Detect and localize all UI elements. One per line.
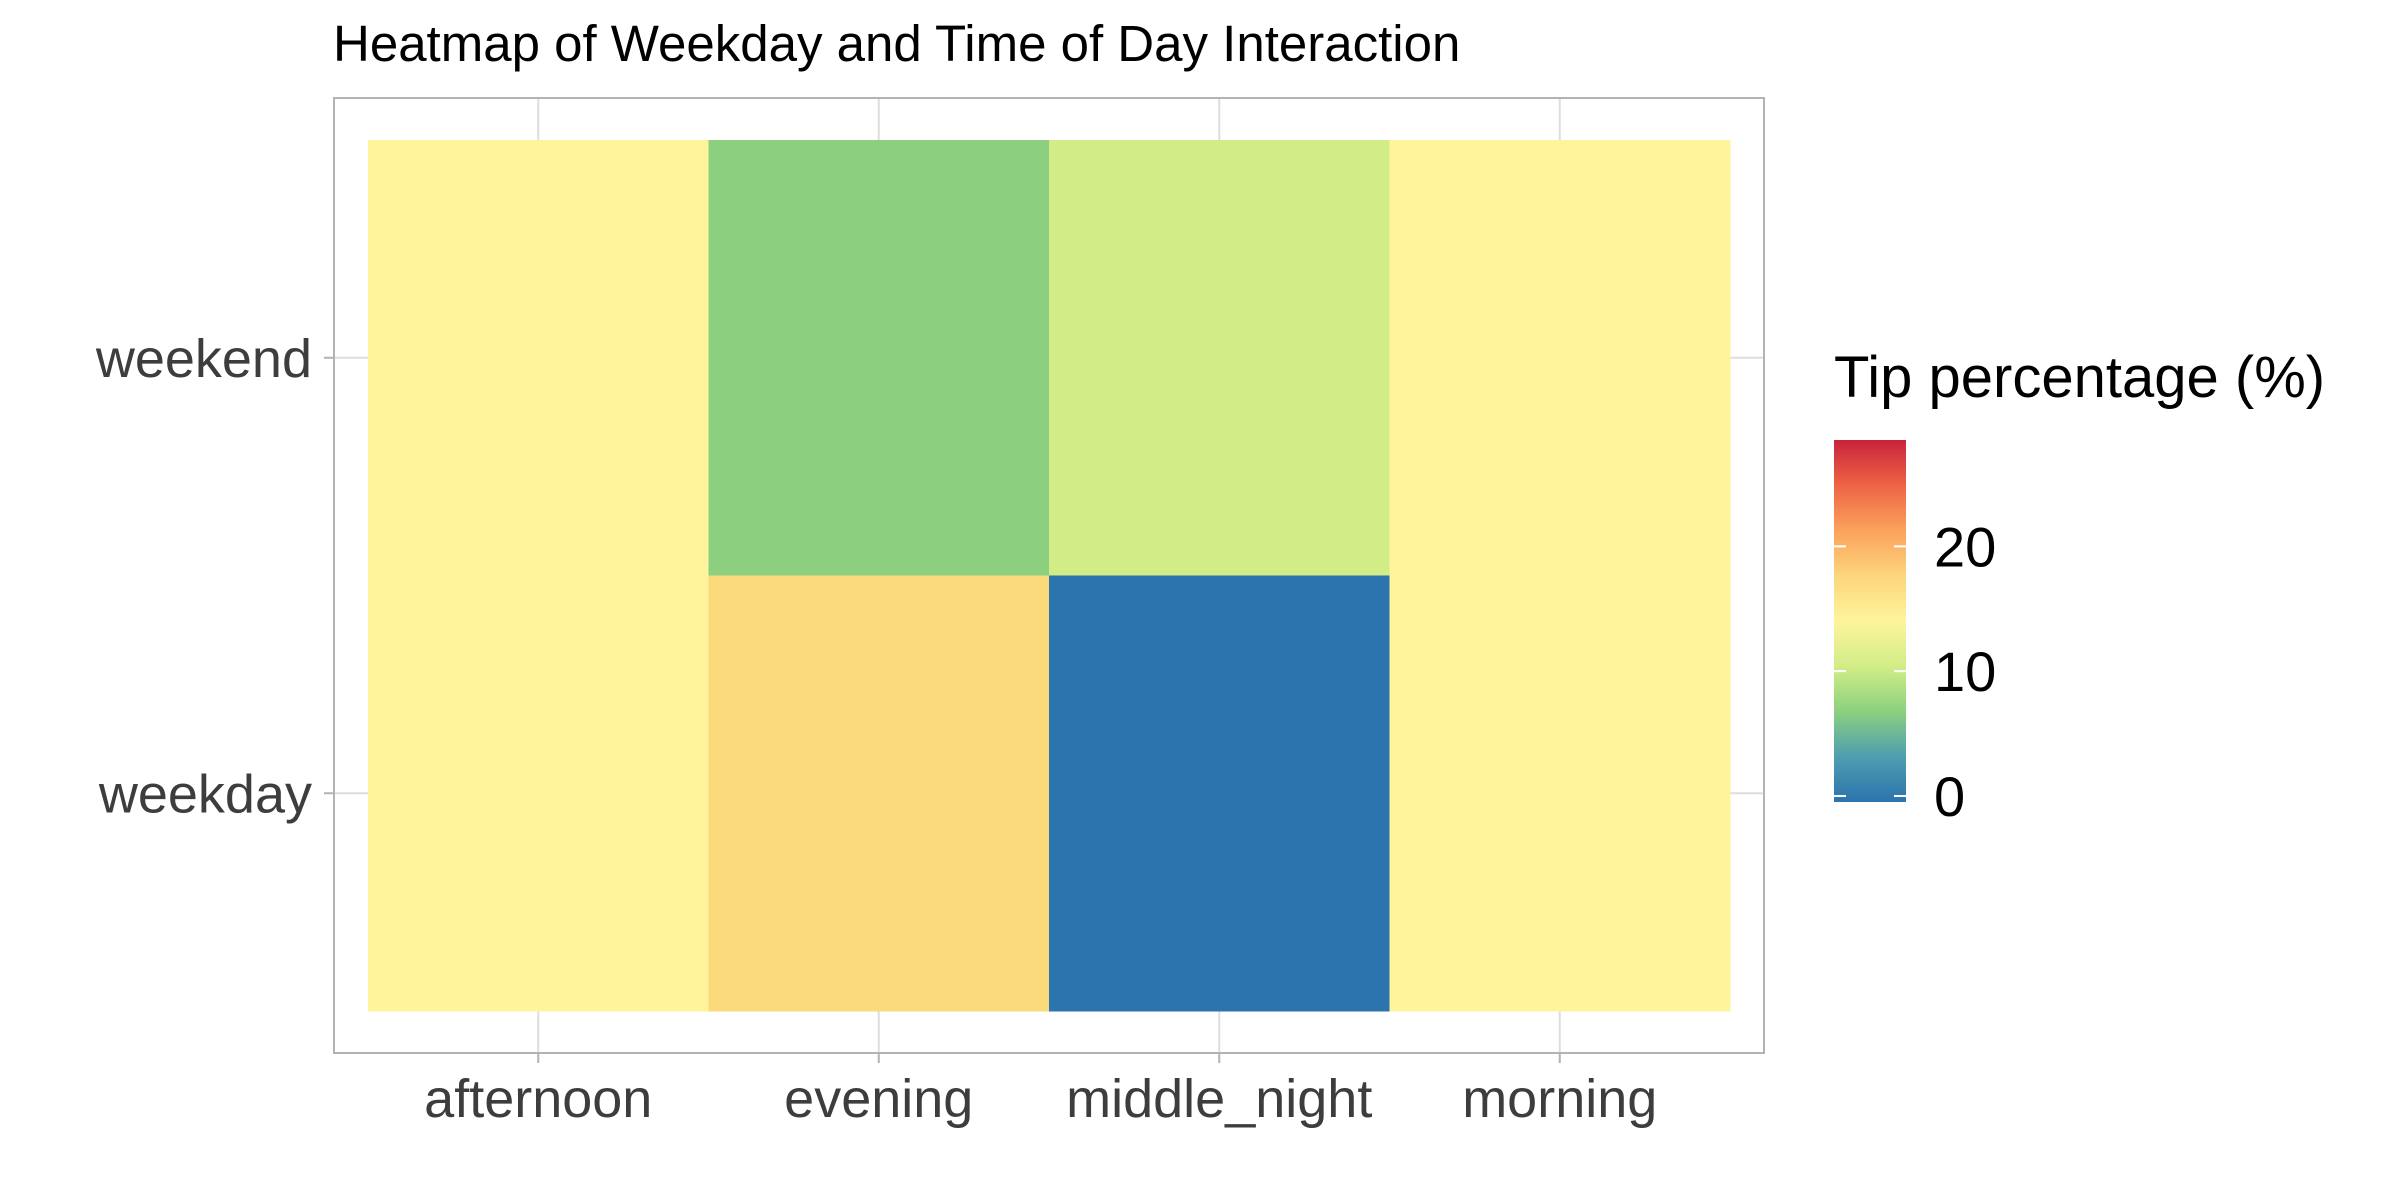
y-tick-label: weekday bbox=[98, 764, 312, 824]
heatmap-cell-weekday-afternoon bbox=[368, 575, 709, 1012]
x-tick-label: morning bbox=[1462, 1069, 1657, 1129]
heatmap-cells bbox=[368, 140, 1731, 1012]
legend-colorbar bbox=[1834, 440, 1906, 802]
chart-title: Heatmap of Weekday and Time of Day Inter… bbox=[333, 15, 1460, 72]
heatmap-cell-weekend-evening bbox=[708, 140, 1050, 576]
legend-tick-label: 20 bbox=[1934, 515, 1996, 578]
heatmap-cell-weekend-morning bbox=[1389, 140, 1731, 576]
x-tick-label: evening bbox=[784, 1069, 973, 1129]
y-axis: weekday weekend bbox=[95, 329, 334, 824]
panel-border bbox=[333, 97, 1765, 1054]
x-tick-label: afternoon bbox=[424, 1069, 652, 1129]
heatmap-cell-weekend-middle_night bbox=[1049, 140, 1390, 576]
legend-tick-label: 0 bbox=[1934, 765, 1965, 828]
y-tick-label: weekend bbox=[95, 329, 312, 389]
legend-title: Tip percentage (%) bbox=[1834, 345, 2325, 410]
heatmap-cell-weekday-morning bbox=[1389, 575, 1731, 1012]
x-tick-label: middle_night bbox=[1066, 1069, 1372, 1129]
heatmap-cell-weekend-afternoon bbox=[368, 140, 709, 576]
heatmap-cell-weekday-evening bbox=[708, 575, 1050, 1012]
x-axis: afternoon evening middle_night morning bbox=[424, 1053, 1657, 1129]
legend-ticks: 0 10 20 bbox=[1834, 515, 1996, 828]
legend-tick-label: 10 bbox=[1934, 640, 1996, 703]
legend: Tip percentage (%) 0 10 20 bbox=[1834, 345, 2325, 828]
heatmap-cell-weekday-middle_night bbox=[1049, 575, 1390, 1012]
